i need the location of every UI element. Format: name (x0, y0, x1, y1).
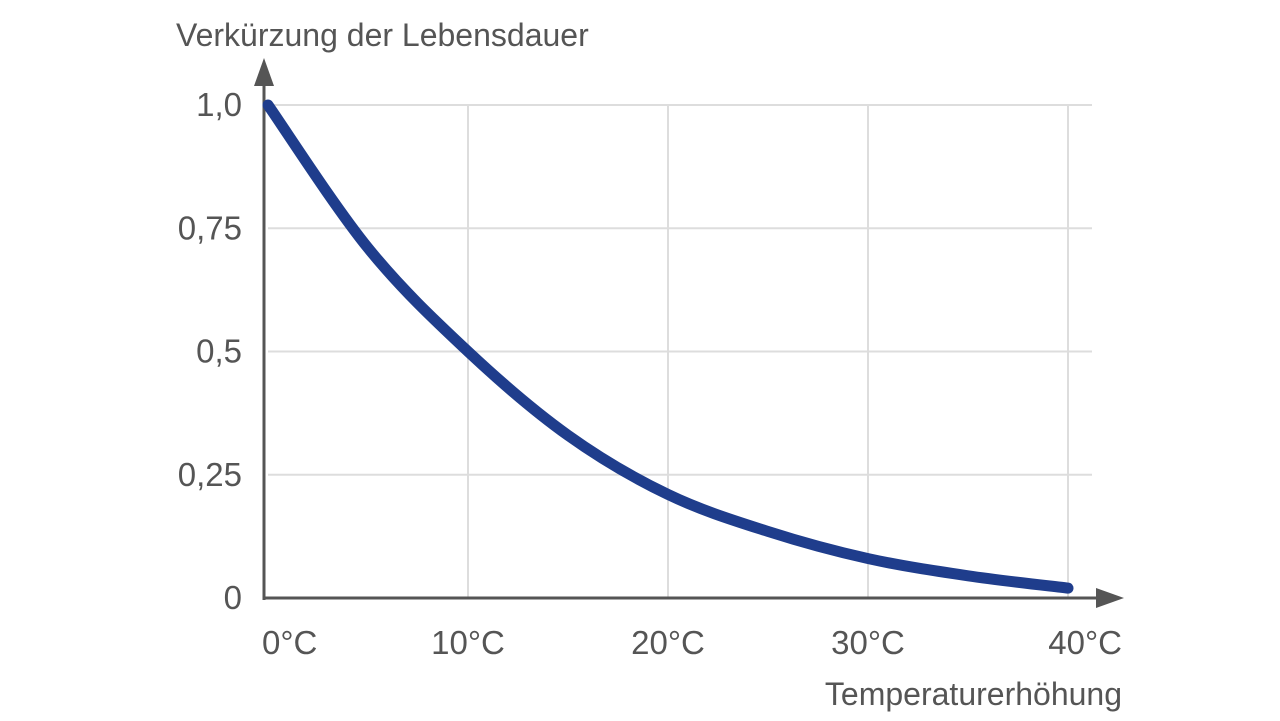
y-tick-label: 1,0 (196, 86, 242, 123)
x-axis-arrow-icon (1096, 588, 1124, 608)
y-tick-label: 0 (224, 579, 242, 616)
x-tick-label: 10°C (431, 624, 505, 661)
x-tick-label: 40°C (1048, 624, 1122, 661)
y-tick-label: 0,5 (196, 333, 242, 370)
y-axis-arrow-icon (254, 58, 274, 86)
x-tick-labels: 0°C 10°C 20°C 30°C 40°C (262, 624, 1122, 661)
y-tick-label: 0,75 (178, 209, 242, 246)
y-tick-label: 0,25 (178, 456, 242, 493)
grid (268, 104, 1092, 598)
x-tick-label: 0°C (262, 624, 317, 661)
y-axis-title: Verkürzung der Lebensdauer (176, 17, 589, 53)
x-tick-label: 30°C (831, 624, 905, 661)
x-tick-label: 20°C (631, 624, 705, 661)
series (262, 99, 1074, 594)
x-axis-title: Temperaturerhöhung (825, 676, 1122, 712)
y-tick-labels: 0 0,25 0,5 0,75 1,0 (178, 86, 242, 616)
axes (254, 58, 1124, 608)
series-line (262, 99, 1074, 594)
